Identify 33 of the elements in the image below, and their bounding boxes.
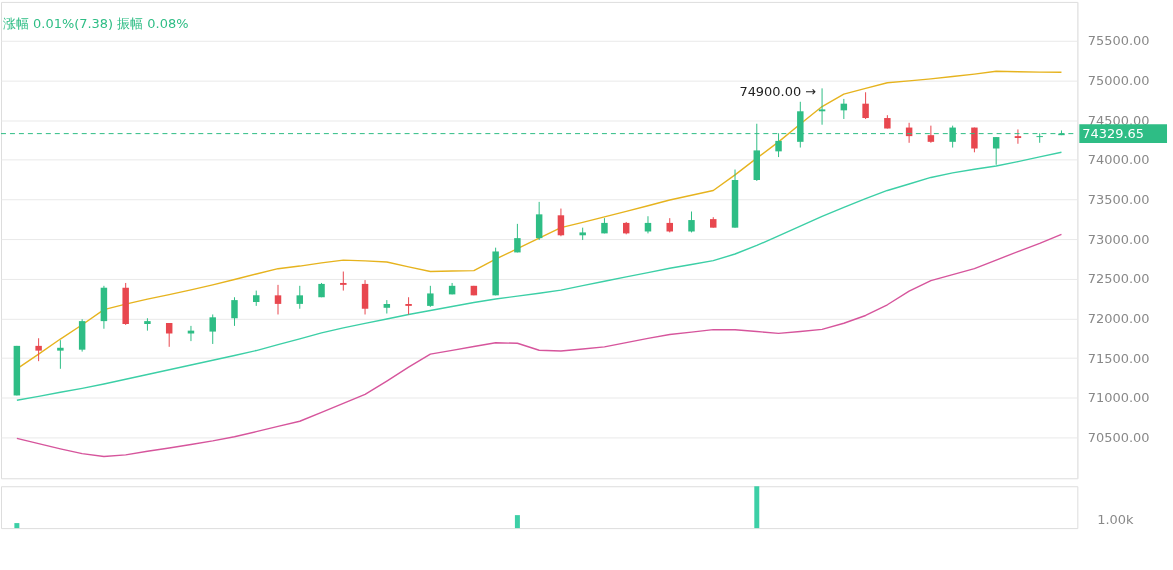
y-tick-label: 75000.00 [1087,72,1150,88]
candlestick [862,91,869,120]
y-tick-label: 74500.00 [1087,112,1150,128]
candlestick [427,285,434,308]
y-tick-label: 73000.00 [1087,231,1150,247]
candlestick [514,223,521,253]
candlestick [1014,128,1022,145]
text: 1.00k [1097,512,1135,528]
line-series [16,233,1063,458]
y-tick-label: 72500.00 [1087,271,1150,287]
candlestick [818,87,826,126]
y-tick-label: 73500.00 [1087,191,1150,207]
candlestick [296,285,304,310]
candlestick [231,296,238,327]
annotation: 74900.00 → [739,84,817,100]
candlestick [274,284,282,315]
y-tick-label: 71500.00 [1087,350,1150,366]
annotation: 涨幅 0.01%(7.38) 振幅 0.08% [2,15,189,31]
candlestick [535,201,543,241]
candlestick [927,125,935,144]
candlestick [557,208,565,237]
candlestick [57,339,64,370]
y-tick-label: 74000.00 [1087,152,1150,168]
y-tick-label: 75500.00 [1087,33,1150,49]
candlestick [340,271,347,292]
line-series [16,151,1063,401]
y-tick-label: 70500.00 [1087,429,1150,445]
y-tick-label: 71000.00 [1087,390,1150,406]
candlestick [35,337,42,362]
candlestick [688,210,695,233]
ref-line-label: 74329.65 [1082,125,1145,141]
y-tick-label: 72000.00 [1087,310,1150,326]
candlestick [209,313,216,345]
